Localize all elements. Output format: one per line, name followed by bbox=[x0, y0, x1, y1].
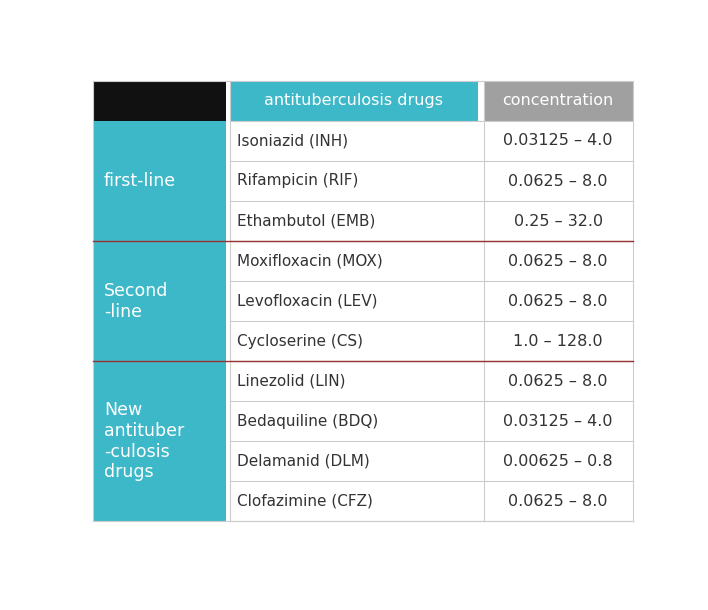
Text: 0.25 – 32.0: 0.25 – 32.0 bbox=[513, 214, 603, 229]
Bar bbox=[229, 201, 478, 241]
Text: Linezolid (LIN): Linezolid (LIN) bbox=[237, 374, 346, 389]
Bar bbox=[484, 321, 632, 361]
Text: Ethambutol (EMB): Ethambutol (EMB) bbox=[237, 214, 376, 229]
Bar bbox=[229, 161, 478, 201]
Text: Delamanid (DLM): Delamanid (DLM) bbox=[237, 454, 370, 468]
Text: 0.03125 – 4.0: 0.03125 – 4.0 bbox=[503, 134, 613, 148]
Text: 0.0625 – 8.0: 0.0625 – 8.0 bbox=[508, 494, 608, 509]
Text: 0.0625 – 8.0: 0.0625 – 8.0 bbox=[508, 254, 608, 268]
Text: Levofloxacin (LEV): Levofloxacin (LEV) bbox=[237, 293, 378, 309]
Bar bbox=[484, 121, 632, 161]
Bar bbox=[93, 241, 227, 361]
Text: 0.0625 – 8.0: 0.0625 – 8.0 bbox=[508, 374, 608, 389]
Text: Cycloserine (CS): Cycloserine (CS) bbox=[237, 334, 363, 349]
Bar bbox=[484, 201, 632, 241]
Text: 1.0 – 128.0: 1.0 – 128.0 bbox=[513, 334, 603, 349]
Text: Second
-line: Second -line bbox=[104, 282, 169, 320]
Bar bbox=[93, 361, 227, 522]
Text: Bedaquiline (BDQ): Bedaquiline (BDQ) bbox=[237, 414, 379, 429]
Bar bbox=[484, 161, 632, 201]
Text: Moxifloxacin (MOX): Moxifloxacin (MOX) bbox=[237, 254, 383, 268]
Text: antituberculosis drugs: antituberculosis drugs bbox=[264, 93, 443, 109]
Bar bbox=[484, 481, 632, 522]
Text: Clofazimine (CFZ): Clofazimine (CFZ) bbox=[237, 494, 373, 509]
Bar bbox=[484, 81, 632, 121]
Text: 0.03125 – 4.0: 0.03125 – 4.0 bbox=[503, 414, 613, 429]
Bar bbox=[484, 401, 632, 441]
Bar bbox=[229, 121, 478, 161]
Bar bbox=[229, 81, 478, 121]
Bar bbox=[229, 361, 478, 401]
Bar bbox=[229, 321, 478, 361]
Text: concentration: concentration bbox=[503, 93, 614, 109]
Bar bbox=[229, 441, 478, 481]
Bar bbox=[229, 241, 478, 281]
Text: Isoniazid (INH): Isoniazid (INH) bbox=[237, 134, 348, 148]
Bar bbox=[229, 281, 478, 321]
Text: 0.0625 – 8.0: 0.0625 – 8.0 bbox=[508, 173, 608, 188]
Text: first-line: first-line bbox=[104, 172, 176, 190]
Bar bbox=[229, 401, 478, 441]
Bar bbox=[484, 241, 632, 281]
Bar bbox=[229, 481, 478, 522]
Text: Rifampicin (RIF): Rifampicin (RIF) bbox=[237, 173, 359, 188]
Text: 0.00625 – 0.8: 0.00625 – 0.8 bbox=[503, 454, 613, 468]
Bar bbox=[93, 81, 227, 121]
Bar bbox=[484, 441, 632, 481]
Bar bbox=[484, 281, 632, 321]
Bar bbox=[93, 121, 227, 241]
Text: 0.0625 – 8.0: 0.0625 – 8.0 bbox=[508, 293, 608, 309]
Text: New
antituber
-culosis
drugs: New antituber -culosis drugs bbox=[104, 401, 184, 481]
Bar bbox=[484, 361, 632, 401]
